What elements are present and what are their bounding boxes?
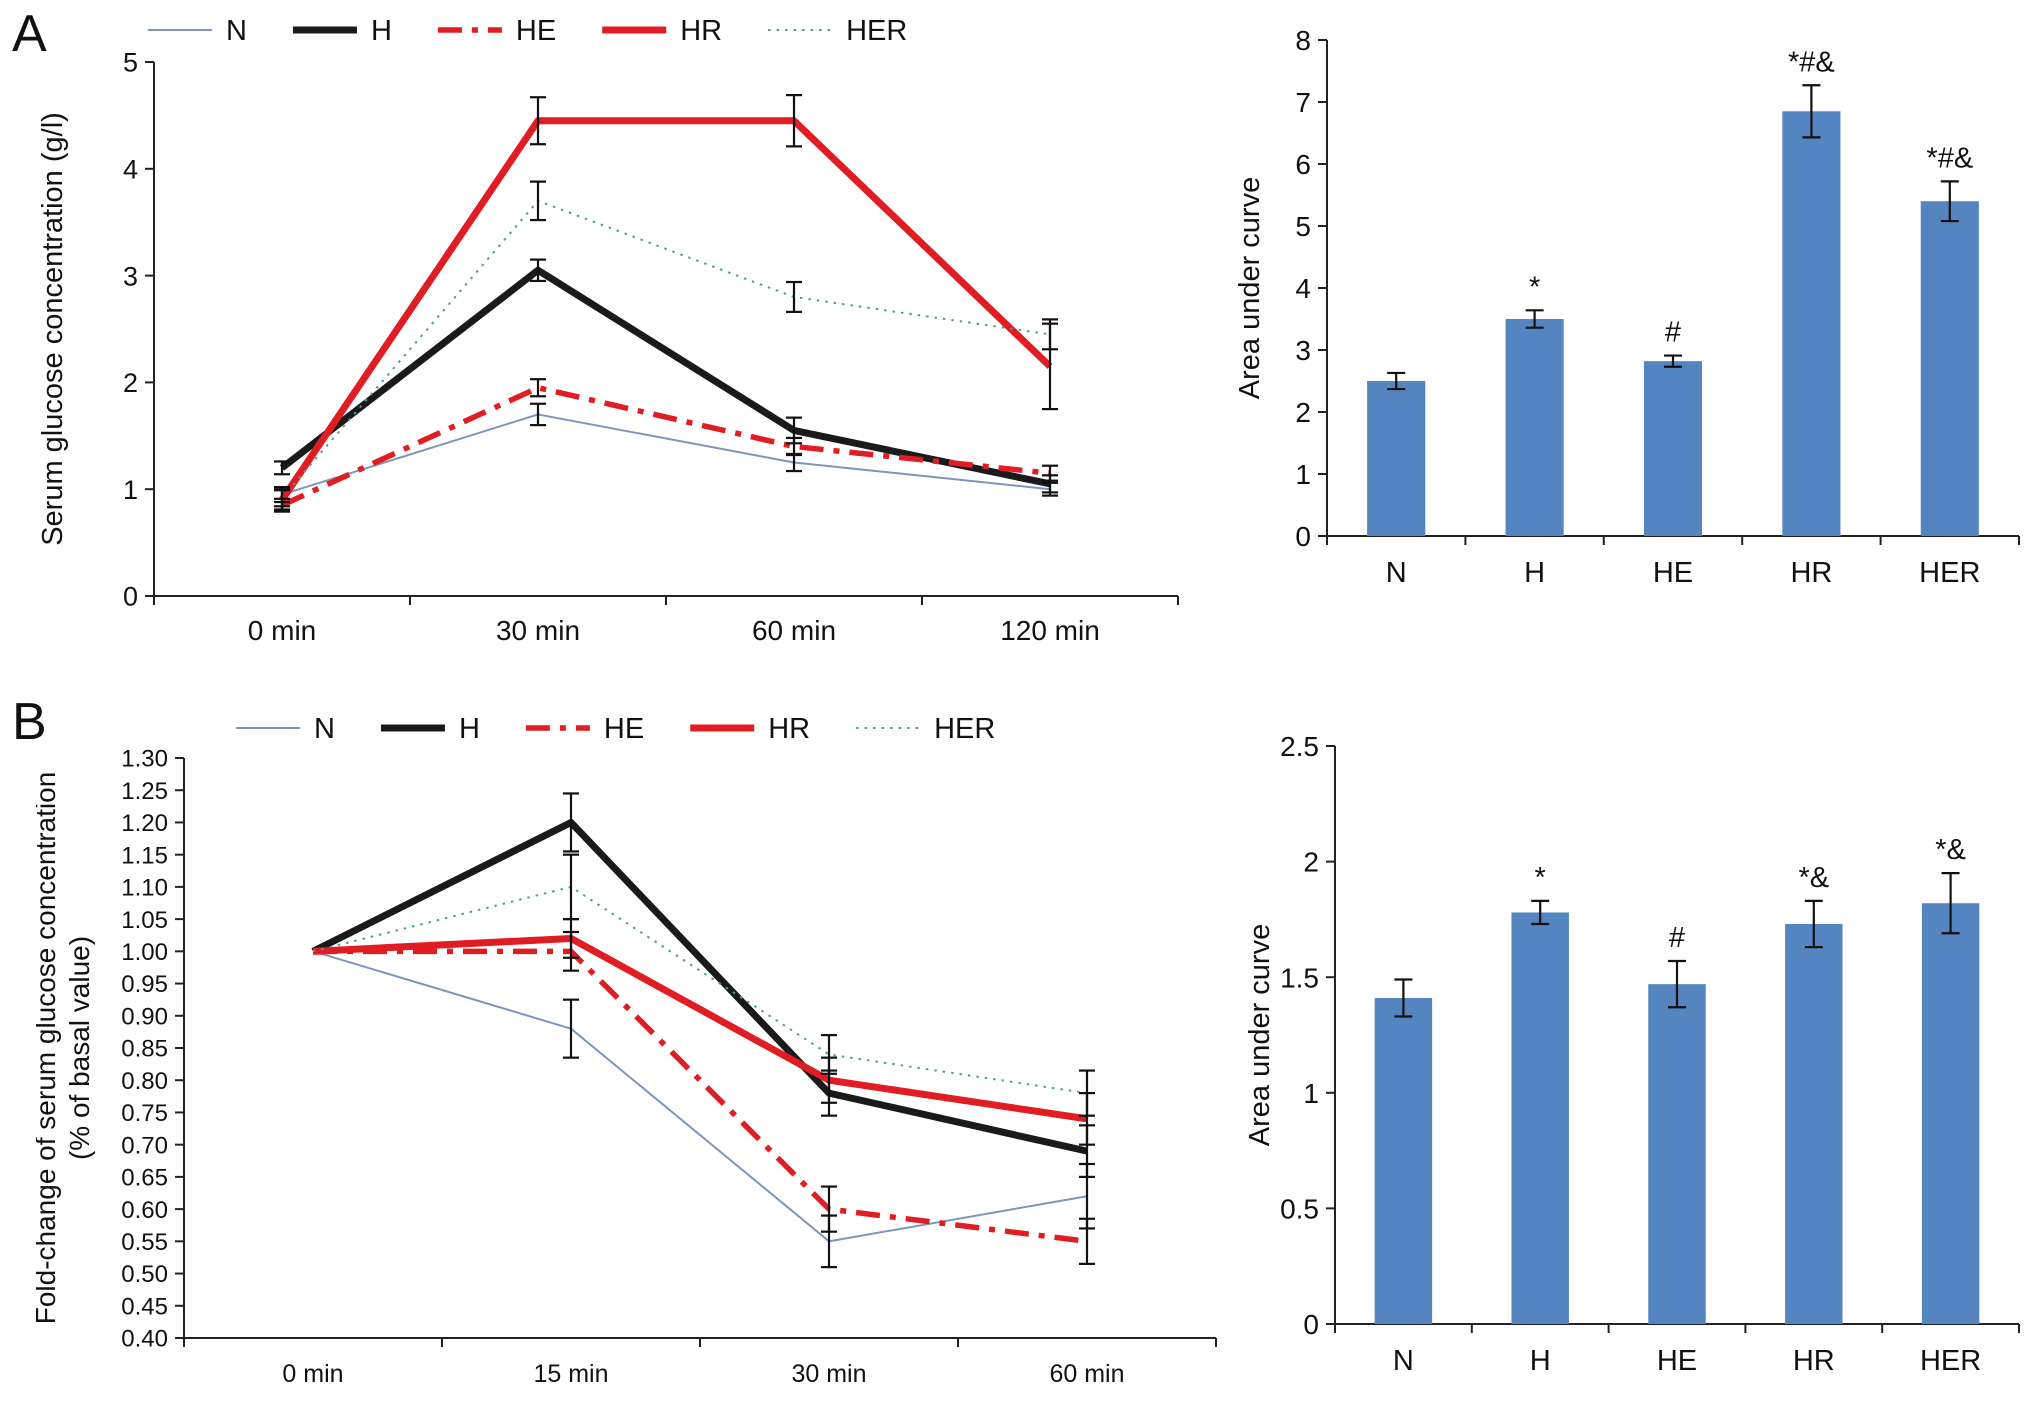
svg-text:HE: HE (516, 15, 556, 47)
svg-text:0.65: 0.65 (121, 1165, 168, 1192)
svg-text:HER: HER (934, 713, 995, 745)
panel-a-line-chart: 0 1 2 3 4 5 0 min 30 min 60 min 120 min Serum gluc… (36, 4, 1206, 680)
svg-text:2: 2 (123, 368, 138, 398)
panel-a-label: A (12, 5, 47, 63)
svg-text:N: N (226, 15, 247, 47)
svg-text:*: * (1535, 862, 1546, 894)
svg-text:1: 1 (1303, 1078, 1319, 1109)
svg-text:*&: *& (1935, 834, 1966, 866)
svg-text:0.5: 0.5 (1280, 1193, 1319, 1224)
svg-text:H: H (371, 15, 392, 47)
svg-text:HE: HE (1653, 557, 1693, 589)
svg-text:5: 5 (1295, 211, 1311, 242)
svg-text:*: * (1529, 271, 1540, 303)
svg-text:Serum glucose concentration (g: Serum glucose concentration (g/l) (37, 112, 69, 546)
svg-text:30 min: 30 min (791, 1360, 866, 1388)
svg-text:6: 6 (1295, 149, 1311, 180)
panel-b-bar-chart: 0 0.5 1 1.5 2 2.5 Area under curve N * H # HE *& HR *&… (1244, 716, 2027, 1402)
svg-text:0.95: 0.95 (121, 971, 168, 998)
panel-b-line-chart: 0.40 0.45 0.50 0.55 0.60 0.65 0.70 0.75 0.80 0.85… (30, 704, 1246, 1402)
svg-text:2.5: 2.5 (1280, 731, 1319, 762)
svg-text:3: 3 (1295, 335, 1311, 366)
svg-text:60 min: 60 min (1049, 1360, 1124, 1388)
svg-text:HR: HR (768, 713, 810, 745)
svg-text:0.60: 0.60 (121, 1197, 168, 1224)
svg-text:N: N (314, 713, 335, 745)
svg-text:0.75: 0.75 (121, 1100, 168, 1127)
svg-text:HE: HE (1657, 1345, 1697, 1377)
svg-text:3: 3 (123, 261, 138, 291)
svg-text:1.10: 1.10 (121, 875, 168, 902)
svg-text:60 min: 60 min (752, 615, 836, 646)
svg-text:1.30: 1.30 (121, 746, 168, 773)
svg-text:HR: HR (1793, 1345, 1835, 1377)
svg-text:H: H (459, 713, 480, 745)
svg-text:0: 0 (123, 582, 138, 612)
svg-text:5: 5 (123, 48, 138, 78)
svg-text:#: # (1665, 317, 1681, 349)
svg-text:4: 4 (1295, 273, 1311, 304)
svg-text:0.45: 0.45 (121, 1293, 168, 1320)
svg-text:Area under curve: Area under curve (1245, 924, 1276, 1146)
svg-text:15 min: 15 min (533, 1360, 608, 1388)
svg-text:*#&: *#& (1926, 142, 1973, 174)
svg-text:HR: HR (680, 15, 722, 47)
svg-text:N: N (1386, 557, 1407, 589)
svg-text:0 min: 0 min (282, 1360, 343, 1388)
svg-text:0.50: 0.50 (121, 1261, 168, 1288)
svg-text:0.40: 0.40 (121, 1326, 168, 1353)
svg-text:0.70: 0.70 (121, 1132, 168, 1159)
svg-text:1.15: 1.15 (121, 842, 168, 869)
svg-text:HER: HER (846, 15, 907, 47)
svg-text:0.80: 0.80 (121, 1068, 168, 1095)
svg-text:HER: HER (1920, 1345, 1981, 1377)
svg-text:1: 1 (123, 475, 138, 505)
svg-text:1.05: 1.05 (121, 907, 168, 934)
svg-text:0 min: 0 min (248, 615, 316, 646)
svg-text:30 min: 30 min (496, 615, 580, 646)
svg-text:8: 8 (1295, 25, 1311, 56)
svg-text:2: 2 (1303, 847, 1319, 878)
svg-text:#: # (1669, 922, 1685, 954)
svg-text:HE: HE (604, 713, 644, 745)
svg-text:H: H (1530, 1345, 1551, 1377)
svg-text:N: N (1393, 1345, 1414, 1377)
svg-text:2: 2 (1295, 397, 1311, 428)
svg-text:0.85: 0.85 (121, 1036, 168, 1063)
svg-text:0: 0 (1295, 521, 1311, 552)
svg-text:1.20: 1.20 (121, 810, 168, 837)
svg-text:0: 0 (1303, 1309, 1319, 1340)
panel-b-label: B (12, 693, 47, 751)
svg-text:1.00: 1.00 (121, 939, 168, 966)
svg-text:0.55: 0.55 (121, 1229, 168, 1256)
svg-text:*&: *& (1798, 862, 1829, 894)
svg-text:Area under curve: Area under curve (1235, 177, 1266, 399)
svg-text:HR: HR (1790, 557, 1832, 589)
svg-text:1.25: 1.25 (121, 778, 168, 805)
svg-text:HER: HER (1919, 557, 1980, 589)
svg-text:1.5: 1.5 (1280, 962, 1319, 993)
panel-a-bar-chart: 0 1 2 3 4 5 6 7 8 Area under curve N * H # HE *#& HR *#& H… (1234, 14, 2027, 610)
svg-text:1: 1 (1295, 459, 1311, 490)
svg-text:*#&: *#& (1788, 46, 1835, 78)
svg-text:Fold-change of serum glucose c: Fold-change of serum glucose concentrati… (36, 772, 95, 1325)
svg-text:0.90: 0.90 (121, 1003, 168, 1030)
svg-text:120 min: 120 min (1000, 615, 1100, 646)
svg-text:7: 7 (1295, 87, 1311, 118)
svg-text:4: 4 (123, 155, 138, 185)
svg-text:H: H (1524, 557, 1545, 589)
